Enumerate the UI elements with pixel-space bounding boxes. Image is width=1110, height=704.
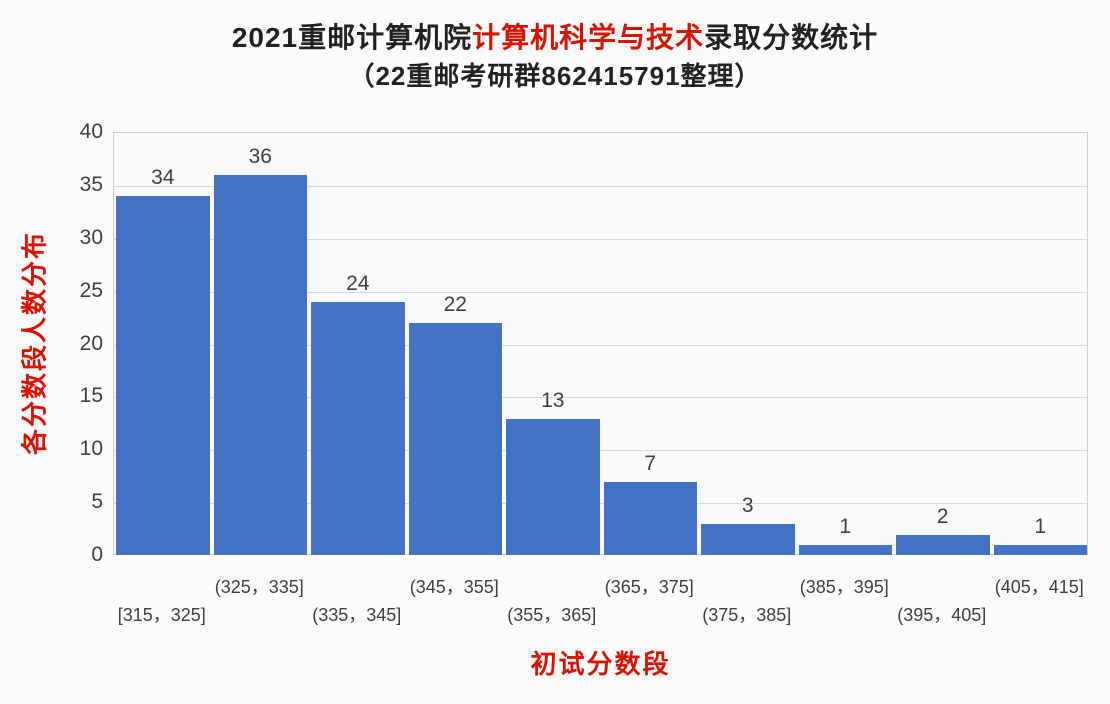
bar-value-label: 2 bbox=[936, 504, 949, 528]
x-axis-tick-label: (405，415] bbox=[994, 577, 1084, 597]
bar-1 bbox=[213, 175, 307, 555]
x-axis-tick-label: (395，405] bbox=[897, 605, 987, 625]
plot-area: 34 36 24 22 13 7 3 1 2 1 bbox=[113, 132, 1088, 555]
title-suffix: 录取分数统计 bbox=[704, 22, 879, 53]
bar-2 bbox=[311, 302, 405, 555]
y-axis-tick-label: 25 bbox=[79, 278, 103, 302]
bar-7 bbox=[798, 545, 892, 555]
x-axis-tick-label: [315，325] bbox=[117, 605, 206, 625]
bar-value-label: 22 bbox=[443, 293, 467, 317]
bar-value-label: 34 bbox=[151, 166, 175, 190]
y-axis-tick-label: 15 bbox=[79, 384, 103, 408]
chart-title: 2021重邮计算机院计算机科学与技术录取分数统计 （22重邮考研群8624157… bbox=[0, 18, 1110, 96]
x-axis-tick-label: (345，355] bbox=[409, 577, 499, 597]
x-axis-tick-label: (325，335] bbox=[214, 577, 304, 597]
bar-value-label: 36 bbox=[248, 145, 272, 169]
x-axis-title: 初试分数段 bbox=[530, 649, 671, 679]
gridline bbox=[114, 397, 1087, 399]
bar-6 bbox=[701, 524, 795, 555]
chart-subtitle: （22重邮考研群862415791整理） bbox=[348, 61, 762, 92]
bar-5 bbox=[603, 481, 697, 555]
bar-9 bbox=[993, 545, 1087, 555]
gridline bbox=[114, 344, 1087, 346]
gridline bbox=[114, 503, 1087, 505]
bar-4 bbox=[506, 418, 600, 555]
bar-8 bbox=[896, 534, 990, 555]
gridline bbox=[114, 185, 1087, 187]
y-axis-tick-label: 0 bbox=[91, 543, 103, 566]
chart-title-line1: 2021重邮计算机院计算机科学与技术录取分数统计 bbox=[0, 18, 1110, 57]
y-axis-tick-label: 40 bbox=[79, 120, 103, 143]
x-axis-tick-label: (335，345] bbox=[312, 605, 402, 625]
x-axis-tick-label: (385，395] bbox=[799, 577, 889, 597]
x-axis-tick-label: (365，375] bbox=[604, 577, 694, 597]
y-axis-tick-label: 10 bbox=[79, 437, 103, 461]
x-axis-tick-label: (375，385] bbox=[702, 605, 792, 625]
y-axis-tick-label: 20 bbox=[79, 331, 103, 355]
bar-3 bbox=[408, 323, 502, 555]
bar-value-label: 13 bbox=[541, 388, 565, 412]
bar-0 bbox=[116, 196, 210, 555]
title-highlight: 计算机科学与技术 bbox=[472, 22, 705, 53]
bar-value-label: 1 bbox=[1034, 515, 1047, 539]
y-axis-tick-label: 5 bbox=[91, 490, 103, 514]
bar-value-label: 1 bbox=[839, 515, 852, 539]
gridline bbox=[114, 238, 1087, 240]
bar-value-label: 24 bbox=[346, 272, 370, 296]
y-axis-tick-label: 35 bbox=[79, 172, 103, 196]
y-axis-tick-label: 30 bbox=[79, 225, 103, 249]
title-prefix: 2021重邮计算机院 bbox=[231, 22, 473, 53]
bar-value-label: 7 bbox=[644, 451, 657, 475]
bar-value-label: 3 bbox=[741, 494, 754, 518]
gridline bbox=[114, 450, 1087, 452]
gridline bbox=[114, 291, 1087, 293]
x-axis-tick-label: (355，365] bbox=[507, 605, 597, 625]
